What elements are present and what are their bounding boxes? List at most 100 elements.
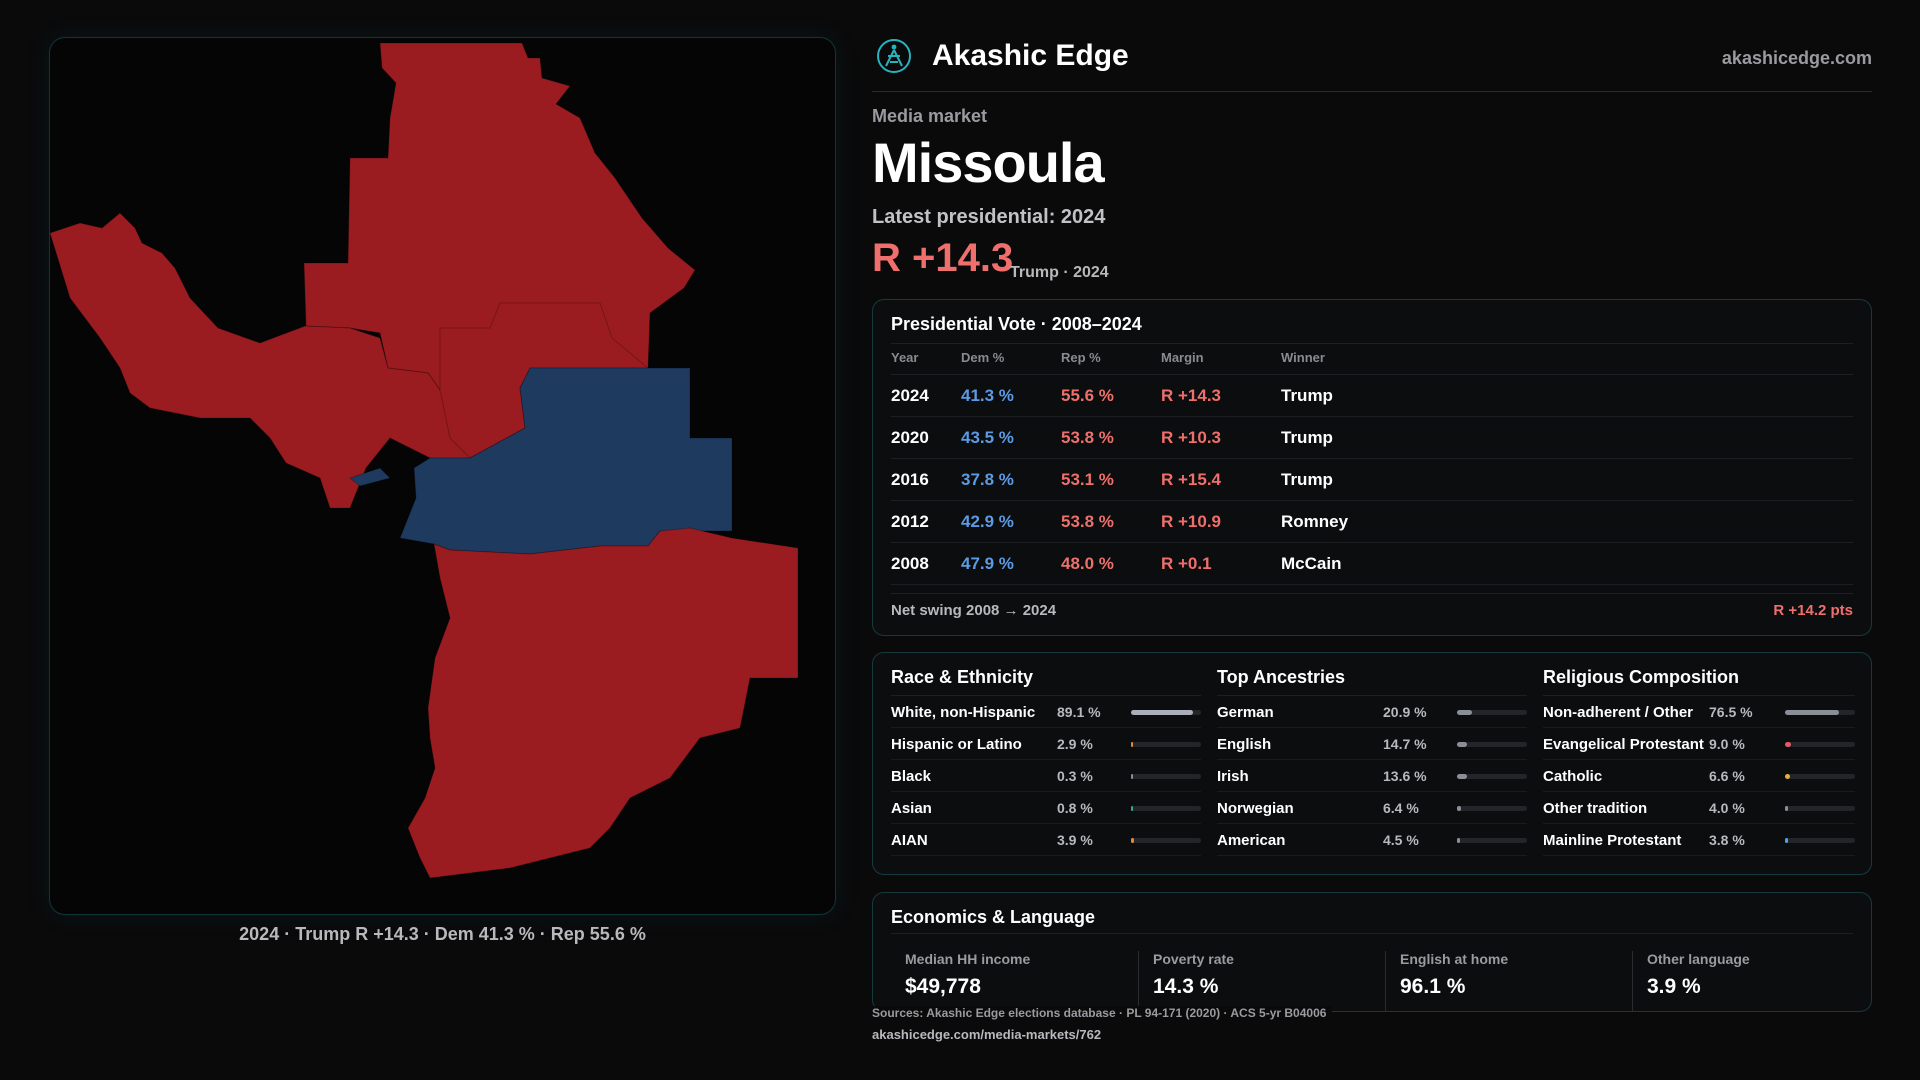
table-row: 2008 47.9 % 48.0 % R +0.1 McCain [891,543,1853,585]
county-shape-dem[interactable] [348,367,733,555]
item-label: English [1217,736,1272,753]
percent-bar [1131,838,1201,843]
row-year: 2008 [891,554,929,573]
percent-bar-fill [1785,742,1792,747]
col-header-year: Year [891,350,919,365]
table-row: 2012 42.9 % 53.8 % R +10.9 Romney [891,501,1853,543]
list-item: Black 0.3 % [891,760,1201,792]
row-rep: 48.0 % [1061,554,1114,573]
map-caption: 2024 · Trump R +14.3 · Dem 41.3 % · Rep … [239,924,646,944]
item-label: Irish [1217,768,1249,785]
row-dem: 42.9 % [961,512,1014,531]
row-winner: Romney [1281,512,1349,531]
percent-bar-fill [1131,774,1133,779]
row-winner: McCain [1281,554,1342,573]
percent-bar [1131,806,1201,811]
stat-english-at-home: English at home 96.1 % [1385,951,1630,1011]
religion-title: Religious Composition [1543,667,1739,687]
list-item: Non-adherent / Other 76.5 % [1543,696,1855,728]
stat-label: Median HH income [905,951,1031,967]
item-percent: 6.4 % [1383,800,1419,816]
header: Akashic Edge akashicedge.com [872,36,1872,92]
percent-bar-fill [1785,710,1839,715]
stat-poverty-rate: Poverty rate 14.3 % [1138,951,1383,1011]
item-percent: 9.0 % [1709,736,1745,752]
percent-bar [1457,774,1527,779]
race-title: Race & Ethnicity [891,667,1034,687]
list-item: Evangelical Protestant 9.0 % [1543,728,1855,760]
list-item: German 20.9 % [1217,696,1527,728]
row-margin: R +15.4 [1161,470,1222,489]
list-item: Irish 13.6 % [1217,760,1527,792]
item-percent: 2.9 % [1057,736,1093,752]
sources-note: Sources: Akashic Edge elections database… [872,1006,1333,1020]
item-label: German [1217,704,1274,721]
list-item: Catholic 6.6 % [1543,760,1855,792]
list-item: Norwegian 6.4 % [1217,792,1527,824]
page-title: Missoula [872,131,1105,194]
list-item: Hispanic or Latino 2.9 % [891,728,1201,760]
percent-bar [1457,838,1527,843]
percent-bar-fill [1457,838,1461,843]
percent-bar [1785,742,1855,747]
row-rep: 53.8 % [1061,512,1114,531]
item-label: Black [891,768,932,785]
site-link[interactable]: akashicedge.com [1721,48,1872,68]
row-dem: 41.3 % [961,386,1014,405]
item-label: White, non-Hispanic [891,704,1036,721]
item-percent: 4.0 % [1709,800,1745,816]
item-label: AIAN [891,832,928,849]
table-row: 2020 43.5 % 53.8 % R +10.3 Trump [891,417,1853,459]
percent-bar-fill [1785,774,1790,779]
list-item: Mainline Protestant 3.8 % [1543,824,1855,856]
item-label: Mainline Protestant [1543,832,1682,849]
presidential-vote-card: Presidential Vote · 2008–2024 Year Dem %… [872,299,1872,636]
net-swing-label: Net swing 2008 → 2024 [891,602,1057,619]
row-year: 2016 [891,470,929,489]
percent-bar-fill [1457,742,1468,747]
stat-value: 14.3 % [1153,975,1219,998]
row-year: 2012 [891,512,929,531]
percent-bar [1785,838,1855,843]
item-label: Norwegian [1217,800,1294,817]
row-dem: 37.8 % [961,470,1014,489]
row-margin: R +0.1 [1161,554,1212,573]
percent-bar [1131,742,1201,747]
row-margin: R +10.3 [1161,428,1222,447]
item-label: Asian [891,800,932,817]
ancestries-column: Top Ancestries German 20.9 % English 14.7 %… [1217,653,1527,876]
percent-bar-fill [1457,710,1472,715]
religion-column: Religious Composition Non-adherent / Oth… [1543,653,1855,876]
percent-bar-fill [1785,806,1788,811]
percent-bar-fill [1785,838,1788,843]
col-header-dem: Dem % [961,350,1005,365]
percent-bar-fill [1131,838,1134,843]
county-shape-south[interactable] [407,527,799,879]
page-url-link[interactable]: akashicedge.com/media-markets/762 [872,1027,1102,1042]
list-item: Asian 0.8 % [891,792,1201,824]
vote-card-title: Presidential Vote · 2008–2024 [891,314,1142,334]
stat-value: 96.1 % [1400,975,1466,998]
list-item: English 14.7 % [1217,728,1527,760]
item-percent: 3.9 % [1057,832,1093,848]
percent-bar-fill [1457,774,1467,779]
row-winner: Trump [1281,428,1333,447]
list-item: White, non-Hispanic 89.1 % [891,696,1201,728]
item-percent: 3.8 % [1709,832,1745,848]
percent-bar [1457,710,1527,715]
percent-bar [1785,710,1855,715]
item-percent: 76.5 % [1709,704,1753,720]
percent-bar [1457,742,1527,747]
stat-label: Poverty rate [1153,951,1234,967]
table-row: 2024 41.3 % 55.6 % R +14.3 Trump [891,375,1853,417]
percent-bar [1457,806,1527,811]
stat-median-income: Median HH income $49,778 [891,951,1136,1011]
item-label: Hispanic or Latino [891,736,1022,753]
item-percent: 14.7 % [1383,736,1427,752]
item-label: Catholic [1543,768,1603,785]
item-label: Evangelical Protestant [1543,736,1704,753]
race-ethnicity-column: Race & Ethnicity White, non-Hispanic 89.1… [891,653,1201,876]
row-winner: Trump [1281,386,1333,405]
item-label: Non-adherent / Other [1543,704,1694,721]
